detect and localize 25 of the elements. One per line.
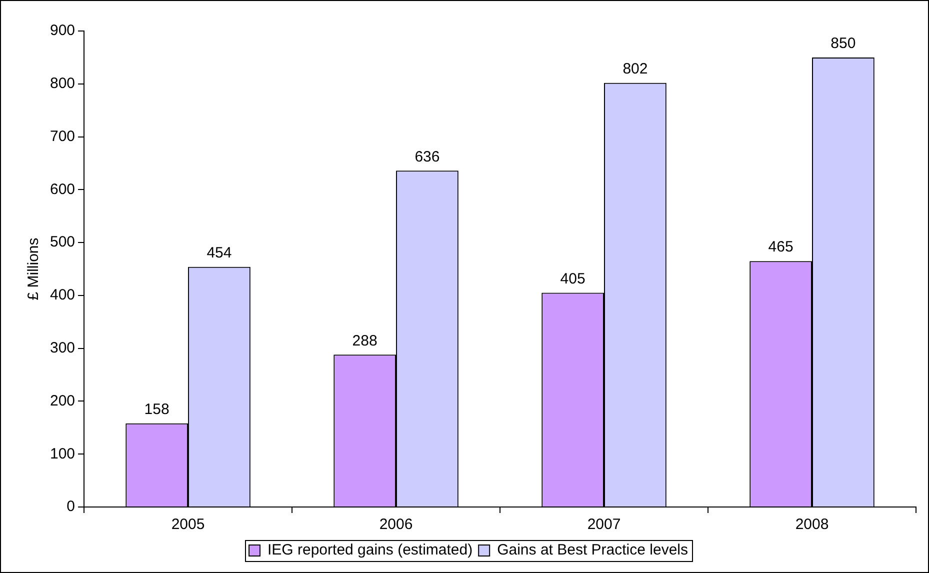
y-tick-label: 100 — [50, 445, 76, 462]
data-label: 288 — [352, 332, 378, 350]
x-tick-label: 2006 — [379, 516, 413, 534]
x-tick-label: 2008 — [795, 516, 829, 534]
data-label: 850 — [830, 35, 856, 52]
data-label: 802 — [622, 60, 648, 78]
data-label: 636 — [414, 148, 440, 166]
y-tick-label: 300 — [50, 339, 76, 356]
x-tick-label: 2007 — [587, 516, 621, 534]
y-tick-label: 200 — [50, 392, 76, 410]
y-tick-label: 700 — [50, 128, 76, 145]
data-label: 454 — [206, 244, 232, 262]
legend-label: IEG reported gains (estimated) — [267, 542, 473, 559]
x-tick-label: 2005 — [171, 516, 205, 534]
y-tick-label: 900 — [50, 22, 76, 40]
y-tick-label: 800 — [50, 75, 76, 92]
data-label: 405 — [560, 270, 586, 288]
y-tick-label: 500 — [50, 234, 76, 251]
legend-label: Gains at Best Practice levels — [497, 542, 688, 559]
y-tick-label: 600 — [50, 180, 76, 198]
data-label: 158 — [144, 401, 170, 418]
data-label: 465 — [768, 238, 794, 256]
y-tick-label: 400 — [50, 286, 76, 304]
y-tick-label: 0 — [66, 498, 76, 516]
y-axis-title: £ Millions — [25, 238, 42, 300]
